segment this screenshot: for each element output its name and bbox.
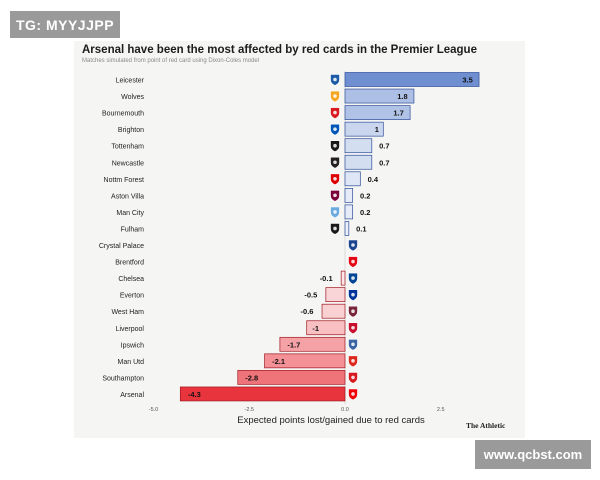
category-label-leicester: Leicester [116,78,145,85]
data-label-nottm-forest: 0.4 [368,175,379,184]
x-tick-label: -2.5 [245,407,254,413]
category-label-wolves: Wolves [121,94,144,101]
x-tick-label: 2.5 [437,407,445,413]
category-label-newcastle: Newcastle [112,160,144,167]
category-label-west-ham: West Ham [111,309,144,316]
liverpool-crest-icon-emblem [351,325,355,330]
bar-newcastle [344,154,373,170]
category-label-liverpool: Liverpool [116,326,145,333]
data-label-southampton: -2.8 [245,373,258,382]
wolves-crest-icon-emblem [333,94,337,98]
x-axis-label: Expected points lost/gained due to red c… [237,415,425,426]
bar-brighton [344,121,384,137]
chart-title: Arsenal have been the most affected by r… [82,44,477,56]
bar-west-ham [321,303,346,319]
category-label-nottm-forest: Nottm Forest [104,177,145,184]
bar-leicester [344,72,480,87]
data-label-wolves: 1.8 [397,92,407,101]
category-label-man-city: Man City [116,210,144,217]
crystal-palace-crest-icon-emblem [351,243,355,247]
category-label-aston-villa: Aston Villa [111,193,144,200]
newcastle-crest-icon-emblem [333,160,337,165]
data-label-man-utd: -2.1 [272,357,285,366]
category-label-crystal-palace: Crystal Palace [99,243,144,250]
category-label-everton: Everton [120,293,144,300]
data-label-chelsea: -0.1 [320,274,333,283]
bar-bournemouth [344,105,411,120]
data-label-newcastle: 0.7 [379,158,389,167]
bar-tottenham [344,138,373,154]
west-ham-crest-icon-emblem [351,309,355,314]
bar-man-utd [264,353,346,369]
fulham-crest-icon-emblem [333,226,337,231]
data-label-west-ham: -0.6 [301,307,314,316]
category-label-arsenal: Arsenal [120,392,144,399]
bournemouth-crest-icon-emblem [333,110,337,115]
bar-wolves [344,88,415,104]
brighton-crest-icon-emblem [333,127,337,131]
category-label-ipswich: Ipswich [121,342,144,349]
category-label-southampton: Southampton [102,375,144,382]
watermark-top-left: TG: MYYJJPP [10,11,120,38]
ipswich-crest-icon-emblem [351,342,355,347]
man-city-crest-icon-emblem [333,210,337,214]
category-label-fulham: Fulham [121,226,145,233]
bar-ipswich [279,336,346,352]
bar-liverpool [306,320,346,336]
nottm-forest-crest-icon-emblem [333,177,337,181]
category-label-bournemouth: Bournemouth [102,111,144,118]
data-label-fulham: 0.1 [356,224,366,233]
x-tick-label: -5.0 [149,407,158,413]
data-label-tottenham: 0.7 [379,142,389,151]
data-label-liverpool: -1 [312,324,319,333]
x-tick-label: 0.0 [341,407,349,413]
man-utd-crest-icon-emblem [351,359,355,363]
bar-fulham [344,221,350,236]
category-label-chelsea: Chelsea [118,276,144,283]
data-label-everton: -0.5 [304,291,317,300]
everton-crest-icon-emblem [351,292,355,297]
data-label-arsenal: -4.3 [188,390,201,399]
chart-subtitle: Matches simulated from point of red card… [82,58,260,64]
category-label-tottenham: Tottenham [111,144,144,151]
aston-villa-crest-icon-emblem [333,193,337,198]
bar-everton [325,287,346,302]
chelsea-crest-icon-emblem [351,276,355,280]
leicester-crest-icon-emblem [333,77,337,82]
bar-chelsea [340,270,346,286]
bar-southampton [237,370,346,385]
watermark-bottom-right: www.qcbst.com [475,440,591,469]
southampton-crest-icon-emblem [351,375,355,380]
data-label-ipswich: -1.7 [287,340,300,349]
data-label-man-city: 0.2 [360,208,370,217]
data-label-bournemouth: 1.7 [393,109,403,118]
data-label-aston-villa: 0.2 [360,191,370,200]
category-label-brentford: Brentford [115,260,144,267]
bar-man-city [344,204,354,220]
bar-arsenal [179,386,346,402]
source-credit: The Athletic [466,421,506,430]
bar-aston-villa [344,188,354,203]
bar-nottm-forest [344,171,361,187]
brentford-crest-icon-emblem [351,259,355,264]
data-label-brighton: 1 [375,125,379,134]
category-label-man-utd: Man Utd [118,359,145,366]
category-label-brighton: Brighton [118,127,144,134]
tottenham-crest-icon-emblem [333,143,337,148]
arsenal-crest-icon-emblem [351,392,355,396]
data-label-leicester: 3.5 [462,76,472,85]
